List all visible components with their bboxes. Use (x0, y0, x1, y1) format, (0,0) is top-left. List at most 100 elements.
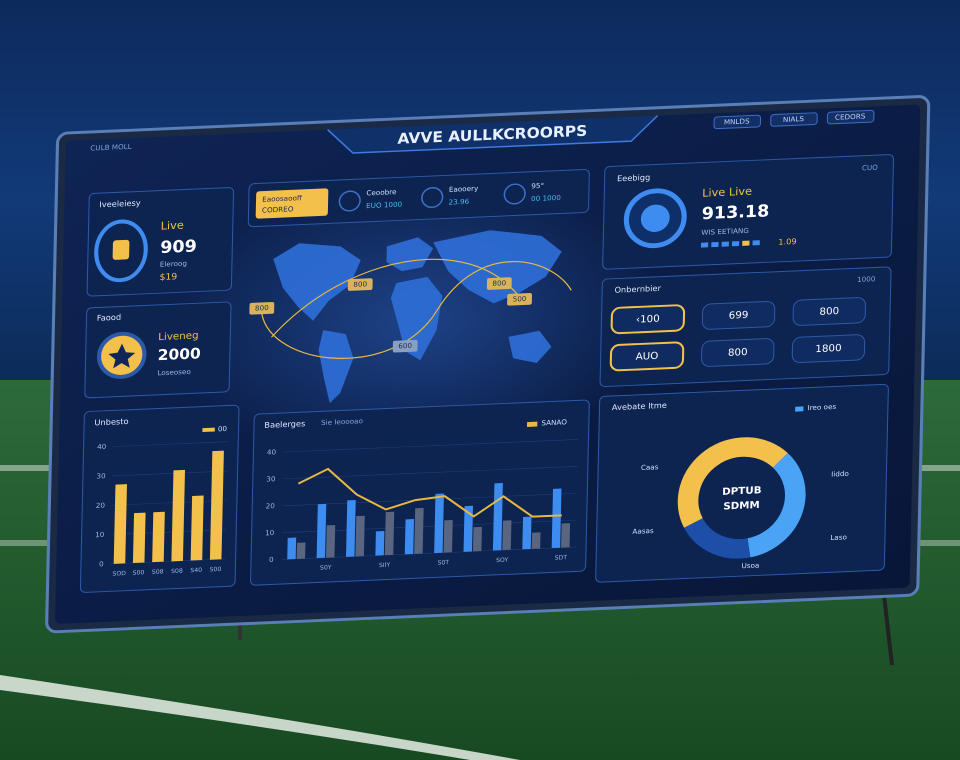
tab-label: MNLDS (724, 117, 750, 127)
option-button[interactable] (610, 304, 686, 335)
y-tick-label: 30 (96, 471, 105, 480)
bar (152, 511, 165, 563)
y-tick-label: 20 (96, 501, 105, 510)
tab-label: NIALS (783, 114, 805, 124)
card-title: Eeebigg (617, 173, 651, 183)
x-tick-label: S08 (171, 568, 183, 575)
tab-button (770, 112, 818, 127)
bar (404, 518, 415, 555)
x-tick-label: S40 (190, 567, 202, 574)
option-button[interactable] (701, 338, 775, 367)
header-tab (327, 115, 659, 154)
foot-label: 1.09 (778, 237, 797, 247)
map-label: 800 (255, 303, 269, 312)
sub-label: WIS EETIANG (701, 226, 749, 237)
donut-center: SDMM (723, 500, 760, 512)
legend-label: 00 (218, 424, 227, 433)
bar (522, 516, 532, 550)
indicator (700, 242, 709, 248)
indicator (721, 241, 729, 247)
y-tick-label: 0 (269, 555, 274, 564)
x-tick-label: S00 (209, 566, 221, 573)
option-label: 1800 (815, 343, 841, 355)
stat-icon (503, 183, 526, 205)
option-label: 800 (728, 347, 748, 359)
bar (414, 507, 424, 554)
map-label: 500 (513, 294, 527, 303)
option-label: AUO (636, 351, 659, 363)
header-tag: CULB MOLL (90, 142, 132, 153)
continent (508, 330, 552, 364)
bar (463, 505, 474, 552)
map-label: 600 (398, 341, 412, 350)
icon (112, 239, 130, 260)
icon (108, 343, 136, 369)
option-button[interactable] (609, 341, 685, 372)
card-title: Faood (97, 313, 122, 323)
donut-label: Laso (830, 533, 847, 542)
badge (255, 188, 329, 219)
option-button[interactable] (791, 334, 866, 364)
x-tick-label: SIIY (379, 562, 391, 569)
indicator (731, 241, 740, 247)
grid-line (283, 466, 578, 480)
indicator (742, 240, 750, 246)
continent (273, 243, 361, 321)
stat-label: Eaooery (449, 184, 479, 194)
x-tick-label: S0Y (320, 564, 332, 571)
bar (434, 493, 444, 554)
panel-tag: 1000 (857, 274, 876, 284)
bar (551, 488, 562, 549)
grid-line (111, 470, 228, 477)
tab-button (826, 109, 875, 125)
bar (355, 515, 365, 557)
bar (472, 526, 482, 552)
legend-swatch (795, 406, 804, 412)
grid-line (111, 500, 227, 506)
y-tick-label: 40 (267, 447, 276, 456)
continent (318, 330, 354, 404)
bar (190, 495, 204, 561)
bar (209, 450, 224, 560)
map-label: 800 (353, 279, 367, 288)
map-tag (486, 277, 512, 290)
sub-label: Loseoseo (157, 367, 191, 377)
option-button[interactable] (701, 300, 776, 330)
option-button[interactable] (792, 297, 867, 326)
indicator (752, 240, 760, 246)
bar (492, 482, 503, 551)
line (297, 467, 562, 518)
card-tag: CUO (862, 163, 879, 172)
map-tag (507, 292, 533, 306)
map-tag (249, 302, 275, 315)
status: Live Live (702, 185, 752, 200)
panel-title: Onbernbier (614, 284, 661, 295)
stat-value: EUO 1000 (366, 200, 402, 210)
donut-label: Iiddo (831, 469, 849, 479)
y-tick-label: 40 (97, 442, 106, 451)
icon-ring (94, 219, 148, 283)
stat-label: 95° (531, 181, 544, 190)
legend-swatch (526, 421, 538, 427)
value: 2000 (158, 345, 201, 364)
map-label: 800 (492, 278, 506, 287)
grid-line (284, 439, 579, 453)
continent (433, 230, 562, 304)
option-label: ‹100 (636, 314, 660, 326)
field-line (0, 675, 520, 760)
donut-label: Aasas (632, 526, 654, 536)
stat-icon (338, 190, 361, 212)
bar (287, 537, 297, 560)
badge-sub: CODREO (262, 204, 294, 214)
y-tick-label: 30 (266, 474, 275, 483)
map-tag (392, 339, 418, 353)
bar (326, 525, 336, 558)
chart-title: Avebate Itme (612, 401, 667, 412)
chart-title: Baelerges (264, 419, 305, 430)
bar (171, 469, 186, 562)
x-tick-label: SDT (555, 554, 568, 561)
card (86, 187, 235, 297)
map-tag (347, 278, 373, 291)
